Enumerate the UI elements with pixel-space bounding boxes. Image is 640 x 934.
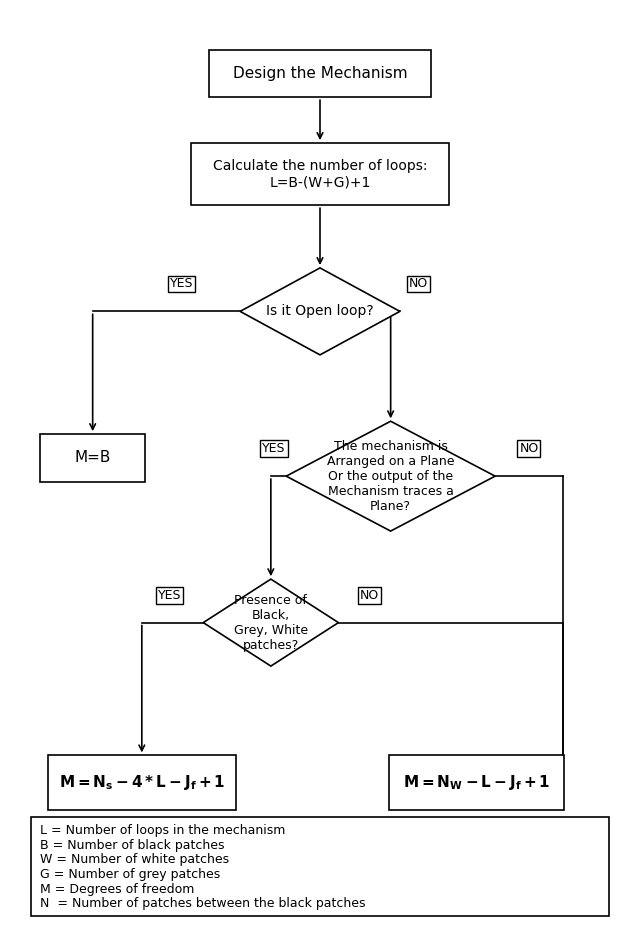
Text: $\mathbf{M=N_W-L-J_f+1}$: $\mathbf{M=N_W-L-J_f+1}$ — [403, 773, 550, 792]
Text: YES: YES — [157, 588, 181, 601]
Text: M = Degrees of freedom: M = Degrees of freedom — [40, 883, 195, 896]
Polygon shape — [240, 268, 400, 355]
Text: NO: NO — [409, 277, 428, 290]
Text: M=B: M=B — [74, 450, 111, 465]
Text: $\mathbf{M=N_s-4*L-J_f+1}$: $\mathbf{M=N_s-4*L-J_f+1}$ — [59, 773, 225, 792]
FancyBboxPatch shape — [389, 756, 564, 810]
Text: Design the Mechanism: Design the Mechanism — [233, 66, 407, 81]
Text: B = Number of black patches: B = Number of black patches — [40, 839, 225, 852]
Text: YES: YES — [262, 442, 285, 455]
Polygon shape — [286, 421, 495, 531]
Text: N  = Number of patches between the black patches: N = Number of patches between the black … — [40, 898, 366, 911]
FancyBboxPatch shape — [191, 143, 449, 205]
Text: Presence of
Black,
Grey, White
patches?: Presence of Black, Grey, White patches? — [234, 594, 308, 652]
Text: Is it Open loop?: Is it Open loop? — [266, 304, 374, 318]
FancyBboxPatch shape — [48, 756, 236, 810]
Text: Calculate the number of loops:
L=B-(W+G)+1: Calculate the number of loops: L=B-(W+G)… — [212, 159, 428, 190]
Text: L = Number of loops in the mechanism: L = Number of loops in the mechanism — [40, 824, 286, 837]
Text: NO: NO — [360, 588, 379, 601]
FancyBboxPatch shape — [40, 434, 145, 482]
Text: The mechanism is
Arranged on a Plane
Or the output of the
Mechanism traces a
Pla: The mechanism is Arranged on a Plane Or … — [327, 440, 454, 513]
Text: NO: NO — [519, 442, 538, 455]
FancyBboxPatch shape — [209, 50, 431, 97]
Text: G = Number of grey patches: G = Number of grey patches — [40, 868, 221, 881]
Text: YES: YES — [170, 277, 193, 290]
Polygon shape — [204, 579, 339, 666]
FancyBboxPatch shape — [31, 816, 609, 915]
Text: W = Number of white patches: W = Number of white patches — [40, 854, 230, 866]
